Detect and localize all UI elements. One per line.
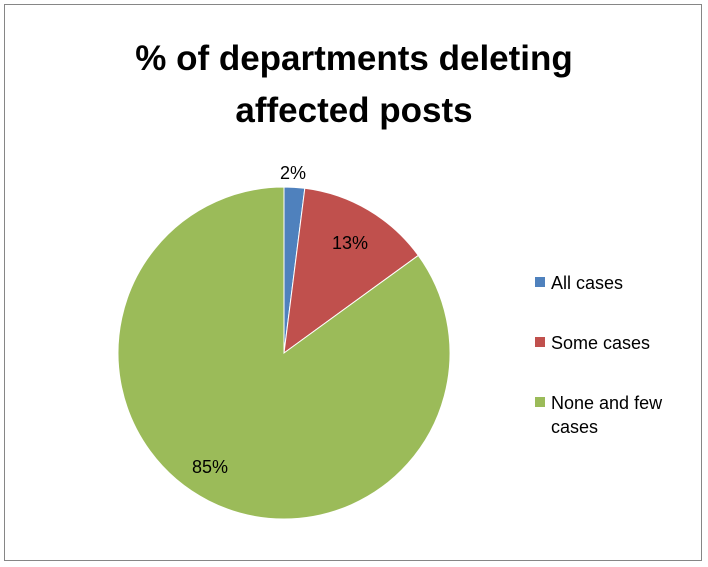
data-label-all-cases: 2%	[280, 163, 306, 183]
pie-chart: 2% 13% 85%	[117, 163, 451, 520]
legend-label-some-cases: Some cases	[551, 333, 651, 353]
chart-title-line-1: % of departments deleting	[135, 39, 573, 78]
pie-slices	[117, 186, 451, 520]
pie-slice-none-and-few-cases	[117, 186, 451, 520]
legend-label-none-and-few-cases: None and few cases	[551, 393, 663, 437]
chart-title: % of departments deleting affected posts	[5, 33, 703, 137]
chart-title-line-2: affected posts	[235, 91, 473, 130]
chart-area: % of departments deleting affected posts…	[4, 4, 702, 561]
legend-swatch-none-and-few-cases	[535, 397, 545, 407]
legend-swatch-all-cases	[535, 277, 545, 287]
legend-swatch-some-cases	[535, 337, 545, 347]
legend-item-all-cases: All cases	[535, 271, 623, 295]
legend-item-none-and-few-cases: None and few cases	[535, 391, 708, 439]
data-label-none-and-few-cases: 85%	[192, 457, 228, 477]
data-label-some-cases: 13%	[332, 233, 368, 253]
pie-slice-some-cases	[283, 187, 419, 355]
legend-label-all-cases: All cases	[551, 273, 624, 293]
legend-item-some-cases: Some cases	[535, 331, 650, 355]
data-labels: 2% 13% 85%	[192, 163, 368, 477]
